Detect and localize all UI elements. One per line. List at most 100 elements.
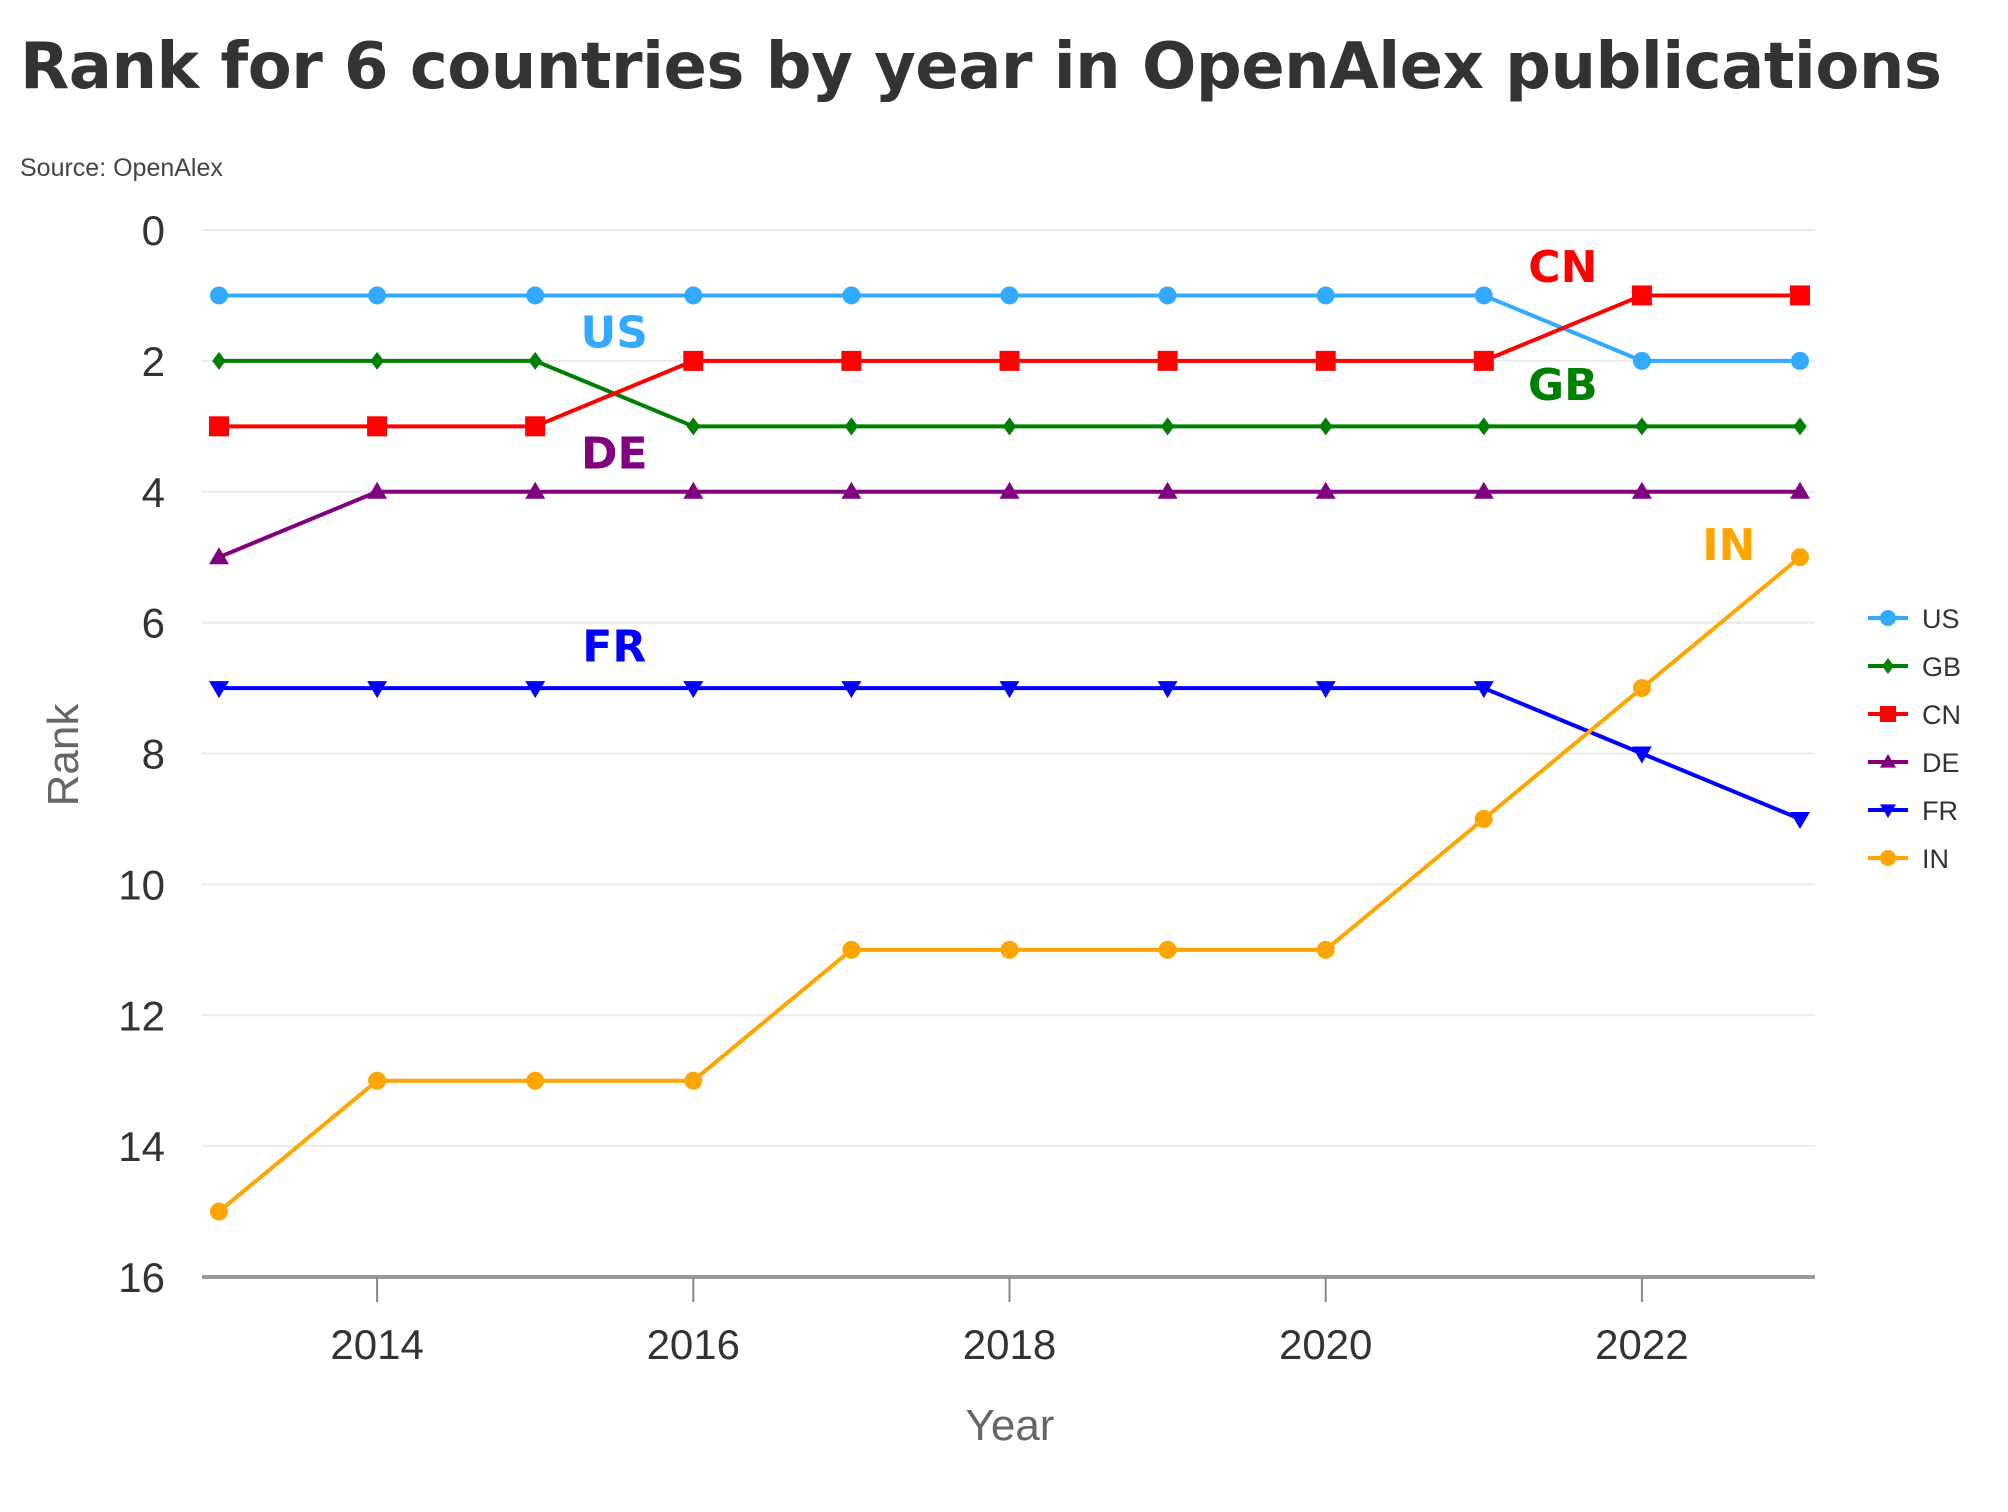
data-point-fr [1157,681,1178,699]
x-tick-label: 2022 [1595,1321,1688,1368]
y-tick-label: 12 [118,992,165,1039]
data-point-us [1474,286,1493,305]
data-point-cn [1473,350,1494,371]
series-line-de [218,489,1800,560]
data-point-gb [1477,417,1491,436]
x-tick-label: 2014 [330,1321,423,1368]
data-point-us [1158,286,1177,305]
data-point-fr [1315,681,1336,699]
y-tick-label: 8 [142,731,165,778]
data-point-gb [1793,417,1807,436]
data-point-de [841,481,862,499]
data-point-fr [1473,681,1494,699]
series-cn [209,285,1810,437]
annotation-gb: GB [1528,360,1598,411]
data-point-cn [683,350,704,371]
data-point-cn [209,416,229,437]
series-in [210,548,1809,1221]
legend-item-in: IN [1868,844,1949,874]
legend-marker-gb [1882,658,1894,674]
legend-item-cn: CN [1868,700,1961,730]
data-point-in [842,940,861,959]
legend-marker-fr [1880,804,1896,818]
y-tick-label: 0 [142,207,165,254]
legend-label: CN [1922,700,1961,730]
y-tick-label: 6 [142,600,165,647]
y-tick-label: 4 [142,469,165,516]
data-point-fr [683,681,704,699]
legend: US GB CN DE FR IN [1868,604,1961,874]
data-point-de [525,481,546,499]
data-point-us [1316,286,1335,305]
data-point-gb [212,351,226,370]
legend-marker-de [1880,754,1896,768]
data-point-us [1791,351,1809,370]
y-tick-label: 14 [118,1123,165,1170]
series-us [210,286,1809,370]
data-point-cn [1157,350,1178,371]
x-tick-label: 2016 [647,1321,740,1368]
x-tick-label: 2018 [963,1321,1056,1368]
data-point-fr [1631,746,1652,764]
legend-label: FR [1922,796,1958,826]
data-point-us [210,286,228,305]
data-point-us [1632,351,1651,370]
axes: 0 2 4 6 8 10 12 14 16 2014 2016 2018 2020 2022 [118,207,1815,1368]
data-point-in [1000,940,1019,959]
data-point-de [1790,481,1810,499]
legend-marker-us [1880,610,1896,626]
data-point-de [1315,481,1336,499]
data-point-cn [999,350,1020,371]
data-point-gb [370,351,384,370]
series-lines [209,285,1810,1221]
data-point-gb [1318,417,1333,436]
data-point-de [1157,481,1178,499]
data-point-fr [841,681,862,699]
x-tick-label: 2020 [1279,1321,1372,1368]
data-point-de [999,481,1020,499]
legend-label: DE [1922,748,1960,778]
data-point-in [1158,940,1177,959]
chart-title: Rank for 6 countries by year in OpenAlex… [20,30,1942,104]
data-point-gb [686,417,701,436]
data-point-us [684,286,703,305]
chart-source: Source: OpenAlex [20,154,223,182]
x-axis-title: Year [966,1401,1055,1450]
data-point-cn [525,416,546,437]
data-point-de [1631,481,1652,499]
data-point-gb [528,351,542,370]
data-point-in [684,1071,703,1090]
data-point-in [526,1071,545,1090]
data-point-us [526,286,545,305]
data-point-cn [1790,285,1810,306]
legend-marker-cn [1880,706,1896,722]
data-point-de [1473,481,1494,499]
data-point-gb [1160,417,1175,436]
data-point-cn [1315,350,1336,371]
annotation-de: DE [581,428,648,479]
legend-item-us: US [1868,604,1960,634]
data-point-in [1791,548,1809,567]
data-point-de [683,481,704,499]
legend-item-fr: FR [1868,796,1958,826]
data-point-in [1632,679,1651,698]
data-point-gb [1635,417,1649,436]
data-point-in [1316,940,1335,959]
y-axis-title: Rank [39,703,88,807]
legend-label: US [1922,604,1960,634]
y-tick-label: 16 [118,1254,165,1301]
data-point-fr [999,681,1020,699]
annotation-us: US [581,307,648,358]
data-point-us [842,286,861,305]
annotations: US GB CN DE FR IN [581,242,1756,673]
data-point-in [210,1202,228,1221]
data-point-cn [367,416,388,437]
data-point-fr [209,681,229,699]
data-point-gb [844,417,859,436]
series-gb [212,351,1807,436]
series-fr [209,681,1810,829]
annotation-in: IN [1702,520,1755,571]
legend-label: GB [1922,652,1961,682]
data-point-in [368,1071,387,1090]
